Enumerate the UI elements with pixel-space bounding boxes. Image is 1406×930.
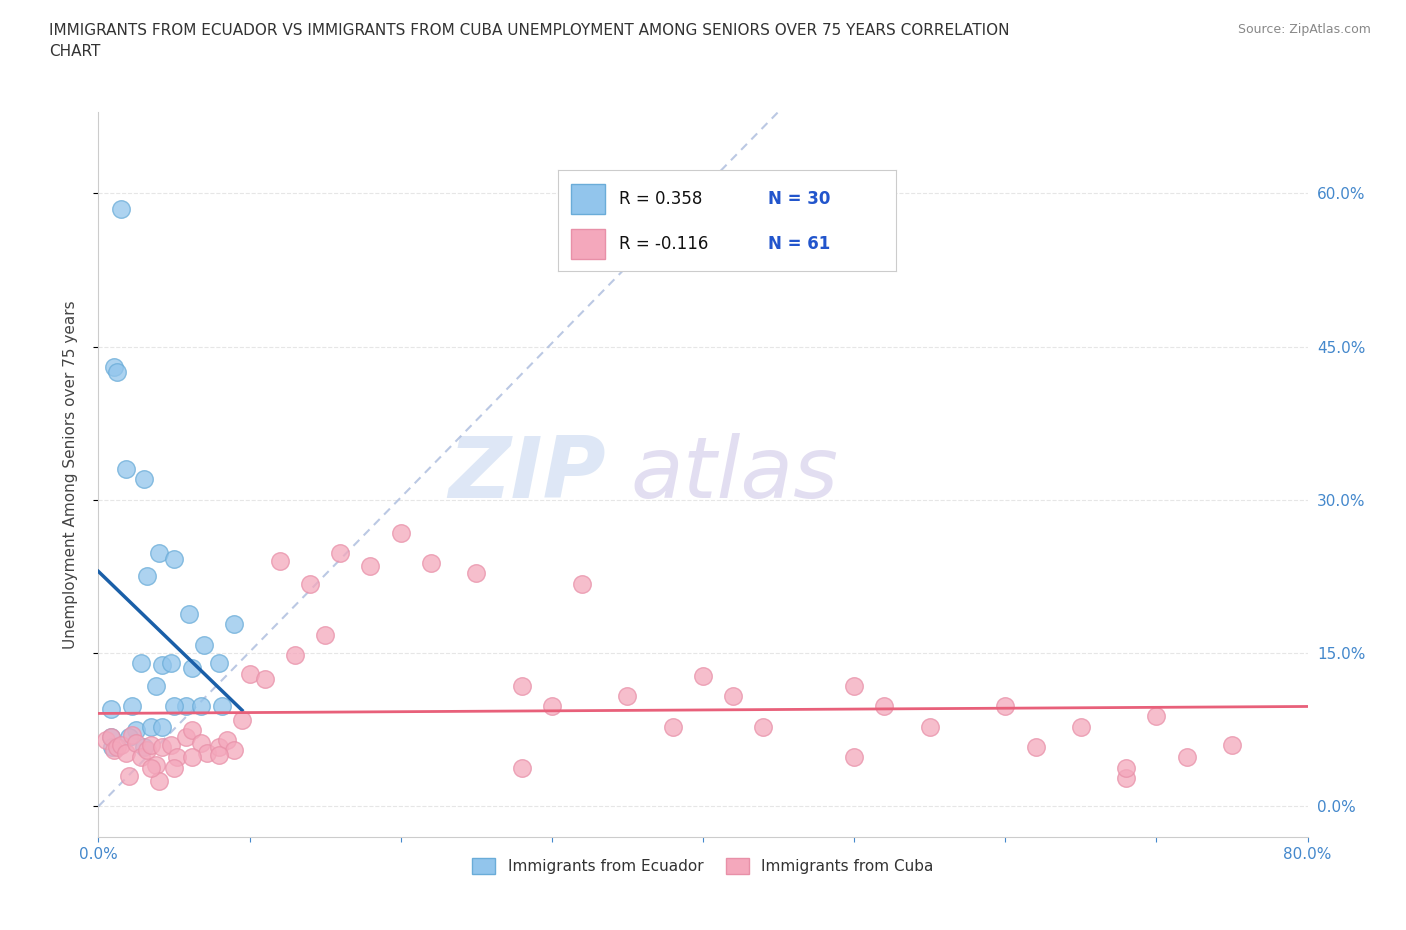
- Point: [103, 360, 125, 375]
- Point: [994, 698, 1017, 713]
- Point: [1220, 737, 1243, 752]
- Point: [208, 656, 231, 671]
- Point: [224, 617, 246, 631]
- Point: [215, 733, 238, 748]
- Point: [844, 750, 866, 764]
- Point: [224, 743, 246, 758]
- Point: [100, 702, 122, 717]
- Point: [510, 760, 533, 775]
- Point: [181, 723, 204, 737]
- Point: [114, 746, 136, 761]
- Point: [135, 743, 157, 758]
- Point: [121, 698, 143, 713]
- Point: [141, 719, 163, 734]
- Point: [129, 656, 152, 671]
- Point: [141, 760, 163, 775]
- Point: [420, 556, 443, 571]
- Point: [616, 688, 638, 703]
- Point: [231, 712, 253, 727]
- Text: ZIP: ZIP: [449, 432, 606, 516]
- Point: [100, 729, 122, 744]
- Y-axis label: Unemployment Among Seniors over 75 years: Unemployment Among Seniors over 75 years: [63, 300, 77, 648]
- Point: [253, 671, 276, 686]
- Legend: Immigrants from Ecuador, Immigrants from Cuba: Immigrants from Ecuador, Immigrants from…: [467, 852, 939, 880]
- Point: [1175, 750, 1198, 764]
- Point: [208, 739, 231, 754]
- Point: [125, 736, 148, 751]
- Point: [163, 760, 186, 775]
- Point: [190, 698, 212, 713]
- Point: [129, 750, 152, 764]
- Point: [284, 647, 307, 662]
- Point: [1070, 719, 1092, 734]
- Point: [752, 719, 775, 734]
- Point: [150, 739, 173, 754]
- Point: [269, 553, 291, 568]
- Point: [193, 637, 215, 652]
- Text: Source: ZipAtlas.com: Source: ZipAtlas.com: [1237, 23, 1371, 36]
- Point: [150, 658, 173, 672]
- Point: [174, 698, 197, 713]
- Point: [141, 737, 163, 752]
- Point: [100, 729, 122, 744]
- Point: [211, 698, 233, 713]
- Point: [239, 666, 262, 681]
- Point: [465, 566, 488, 581]
- Point: [844, 678, 866, 693]
- Point: [1115, 770, 1137, 785]
- Point: [208, 748, 231, 763]
- Point: [110, 201, 132, 216]
- Point: [174, 729, 197, 744]
- Point: [118, 768, 141, 783]
- Point: [723, 688, 745, 703]
- Point: [135, 569, 157, 584]
- Text: IMMIGRANTS FROM ECUADOR VS IMMIGRANTS FROM CUBA UNEMPLOYMENT AMONG SENIORS OVER : IMMIGRANTS FROM ECUADOR VS IMMIGRANTS FR…: [49, 23, 1010, 60]
- Point: [181, 661, 204, 676]
- Point: [299, 577, 322, 591]
- Point: [540, 698, 562, 713]
- Point: [179, 607, 201, 622]
- Point: [190, 736, 212, 751]
- Point: [873, 698, 896, 713]
- Point: [181, 750, 204, 764]
- Point: [166, 750, 188, 764]
- Point: [114, 462, 136, 477]
- Point: [110, 737, 132, 752]
- Point: [148, 546, 170, 561]
- Point: [163, 551, 186, 566]
- Point: [145, 678, 167, 693]
- Point: [195, 746, 218, 761]
- Point: [148, 774, 170, 789]
- Point: [1024, 739, 1046, 754]
- Point: [145, 758, 167, 773]
- Point: [118, 729, 141, 744]
- Point: [94, 733, 117, 748]
- Point: [105, 365, 128, 379]
- Point: [125, 723, 148, 737]
- Point: [661, 719, 683, 734]
- Point: [160, 656, 183, 671]
- Point: [571, 577, 593, 591]
- Point: [389, 525, 412, 540]
- Point: [510, 678, 533, 693]
- Point: [132, 739, 155, 754]
- Point: [121, 727, 143, 742]
- Point: [692, 668, 714, 683]
- Point: [1115, 760, 1137, 775]
- Point: [150, 719, 173, 734]
- Point: [360, 559, 382, 574]
- Point: [101, 739, 124, 754]
- Text: atlas: atlas: [630, 432, 838, 516]
- Point: [105, 739, 128, 754]
- Point: [160, 737, 183, 752]
- Point: [163, 698, 186, 713]
- Point: [329, 546, 352, 561]
- Point: [918, 719, 941, 734]
- Point: [314, 627, 336, 642]
- Point: [1144, 709, 1167, 724]
- Point: [132, 472, 155, 486]
- Point: [103, 743, 125, 758]
